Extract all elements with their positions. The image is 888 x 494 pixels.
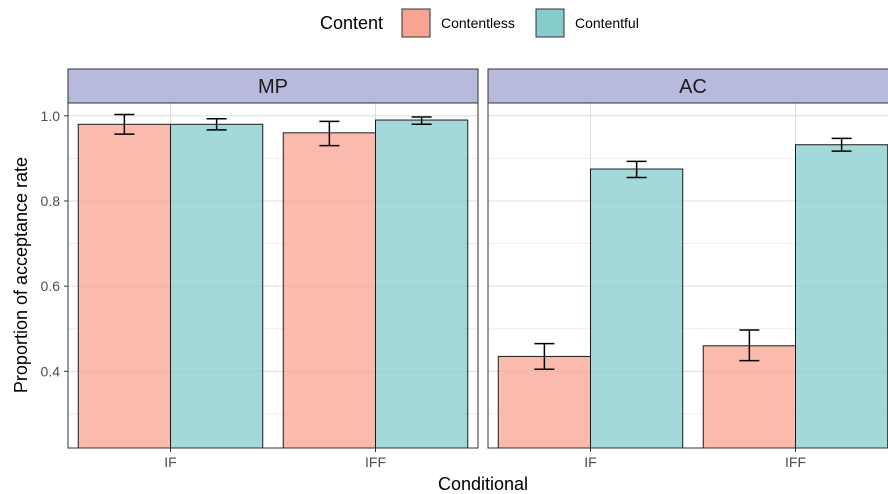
panel-ac: AC IF IFF (487, 68, 888, 470)
strip-mp (67, 68, 479, 104)
panel-frame (67, 102, 479, 449)
strip-label-ac: AC (679, 76, 707, 98)
bar-contentful-iff (375, 119, 469, 449)
strip-label-mp: MP (258, 76, 288, 98)
bar-contentless-if (497, 355, 591, 449)
legend-title: Content (320, 13, 383, 33)
bar-contentful-if (170, 123, 264, 449)
legend-label-contentless: Contentless (441, 15, 515, 31)
legend-label-contentful: Contentful (575, 15, 639, 31)
x-axis-title: Conditional (438, 474, 528, 494)
bars (77, 113, 469, 449)
legend-swatch-contentless (401, 8, 431, 38)
y-axis: 0.4 0.6 0.8 1.0 (41, 108, 68, 379)
bar-contentful-iff (795, 144, 888, 449)
y-tick-label: 0.4 (41, 363, 61, 379)
x-tick-label: IF (584, 454, 596, 470)
x-tick-label: IF (164, 454, 176, 470)
legend-swatch-contentful (535, 8, 565, 38)
y-tick-label: 0.6 (41, 278, 61, 294)
panel-mp: MP IF IFF (67, 68, 479, 470)
panel-frame (487, 102, 888, 449)
x-tick-label: IFF (365, 454, 386, 470)
legend: Content Contentless Contentful (320, 8, 639, 38)
bar-contentful-if (590, 168, 684, 449)
x-tick-label: IFF (785, 454, 806, 470)
bar-contentless-iff (282, 132, 376, 449)
bars (497, 137, 888, 449)
bar-contentless-if (77, 123, 171, 449)
x-axis-ticks: IF IFF (164, 448, 386, 470)
y-tick-label: 0.8 (41, 193, 61, 209)
y-axis-title: Proportion of acceptance rate (11, 157, 31, 393)
x-axis-ticks: IF IFF (584, 448, 806, 470)
y-tick-label: 1.0 (41, 108, 61, 124)
